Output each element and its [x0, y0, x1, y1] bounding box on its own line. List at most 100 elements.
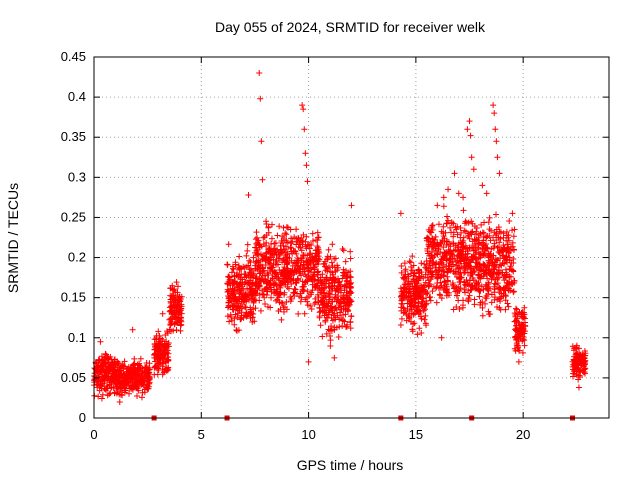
- data-point: [515, 319, 522, 326]
- data-point: [400, 285, 407, 292]
- data-point: [160, 369, 167, 376]
- data-point: [164, 330, 171, 337]
- data-point: [476, 293, 483, 300]
- data-point: [267, 281, 274, 288]
- data-point: [159, 336, 166, 343]
- data-point: [415, 289, 422, 296]
- data-point: [575, 384, 582, 391]
- data-point: [423, 258, 430, 265]
- data-point: [177, 322, 184, 329]
- data-point: [336, 316, 343, 323]
- data-point: [113, 385, 120, 392]
- data-point: [311, 276, 318, 283]
- data-point: [436, 291, 443, 298]
- data-point: [460, 207, 467, 214]
- data-point: [105, 356, 112, 363]
- data-point: [473, 236, 480, 243]
- data-point: [502, 287, 509, 294]
- data-point: [281, 291, 288, 298]
- data-point: [519, 349, 526, 356]
- data-point: [246, 277, 253, 284]
- data-point: [515, 334, 522, 341]
- data-point: [506, 217, 513, 224]
- data-point: [283, 275, 290, 282]
- data-point: [297, 298, 304, 305]
- data-point: [485, 219, 492, 226]
- data-point: [274, 292, 281, 299]
- data-point: [99, 391, 106, 398]
- data-point: [472, 247, 479, 254]
- data-point: [342, 311, 349, 318]
- data-point: [429, 235, 436, 242]
- data-point: [247, 304, 254, 311]
- data-point: [493, 226, 500, 233]
- data-point: [413, 279, 420, 286]
- data-point: [340, 247, 347, 254]
- data-point: [491, 289, 498, 296]
- data-point: [284, 267, 291, 274]
- data-point: [445, 186, 452, 193]
- data-point: [442, 229, 449, 236]
- data-point: [312, 247, 319, 254]
- data-point: [505, 303, 512, 310]
- data-point: [327, 332, 334, 339]
- data-point: [232, 304, 239, 311]
- data-point: [234, 307, 241, 314]
- data-point: [227, 311, 234, 318]
- data-point: [279, 233, 286, 240]
- data-point: [347, 319, 354, 326]
- data-point: [433, 299, 440, 306]
- data-point: [453, 292, 460, 299]
- data-point: [263, 220, 270, 227]
- data-point: [434, 274, 441, 281]
- data-point: [484, 275, 491, 282]
- data-point: [259, 256, 266, 263]
- data-point: [484, 245, 491, 252]
- data-point: [260, 234, 267, 241]
- data-point: [248, 267, 255, 274]
- data-point: [458, 229, 465, 236]
- data-point: [299, 278, 306, 285]
- data-point: [401, 260, 408, 267]
- data-point: [151, 354, 158, 361]
- data-point: [173, 305, 180, 312]
- data-point: [259, 176, 266, 183]
- data-point: [121, 358, 128, 365]
- data-point: [306, 245, 313, 252]
- data-point: [303, 233, 310, 240]
- data-point: [292, 263, 299, 270]
- y-tick-label: 0.3: [68, 169, 86, 184]
- data-point: [304, 262, 311, 269]
- data-point: [343, 277, 350, 284]
- data-point: [429, 288, 436, 295]
- data-point: [301, 310, 308, 317]
- data-point: [485, 269, 492, 276]
- data-point: [319, 308, 326, 315]
- data-point: [431, 240, 438, 247]
- data-point: [322, 318, 329, 325]
- data-point: [432, 261, 439, 268]
- data-point: [497, 235, 504, 242]
- y-tick-label: 0.1: [68, 330, 86, 345]
- data-point: [308, 306, 315, 313]
- data-point: [278, 316, 285, 323]
- data-point: [498, 262, 505, 269]
- data-point: [145, 367, 152, 374]
- data-point: [449, 252, 456, 259]
- data-point: [226, 276, 233, 283]
- data-point: [252, 236, 259, 243]
- data-point: [309, 287, 316, 294]
- data-point: [224, 313, 231, 320]
- data-point: [306, 256, 313, 263]
- data-point: [398, 315, 405, 322]
- data-point: [299, 237, 306, 244]
- data-point: [400, 291, 407, 298]
- data-point: [93, 364, 100, 371]
- data-point: [476, 260, 483, 267]
- data-point: [470, 166, 477, 173]
- data-point: [454, 257, 461, 264]
- data-point: [509, 243, 516, 250]
- y-tick-label: 0.4: [68, 89, 86, 104]
- data-point: [327, 342, 334, 349]
- data-point: [102, 350, 109, 357]
